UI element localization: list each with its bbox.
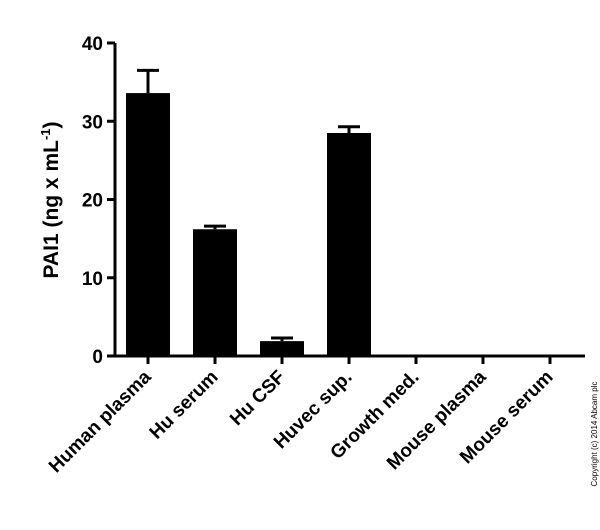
y-tick-label: 10	[82, 269, 103, 290]
y-tick-label: 30	[82, 112, 103, 133]
y-axis-title-main: PAI1 (ng x mL	[40, 140, 63, 279]
bar	[327, 132, 371, 356]
y-axis-title-superscript: -1	[38, 128, 53, 140]
y-axis-title: PAI1 (ng x mL-1)	[38, 121, 63, 278]
bar	[193, 229, 237, 356]
bar	[260, 341, 304, 356]
copyright-text: Copyright (c) 2014 Abcam plc	[590, 382, 599, 487]
y-ticks-group: 0 10 20 30 40	[82, 34, 115, 368]
y-tick-label: 20	[82, 191, 103, 212]
bars-group	[126, 93, 371, 356]
y-axis-title-close: )	[40, 121, 63, 128]
x-category-label: Hu serum	[146, 367, 223, 444]
y-tick-label: 40	[82, 34, 103, 55]
bar	[126, 93, 170, 356]
x-category-label: Human plasma	[45, 366, 156, 477]
x-category-label: Hu CSF	[226, 367, 289, 430]
error-bars-group	[137, 68, 360, 342]
y-tick-label: 0	[92, 347, 103, 368]
